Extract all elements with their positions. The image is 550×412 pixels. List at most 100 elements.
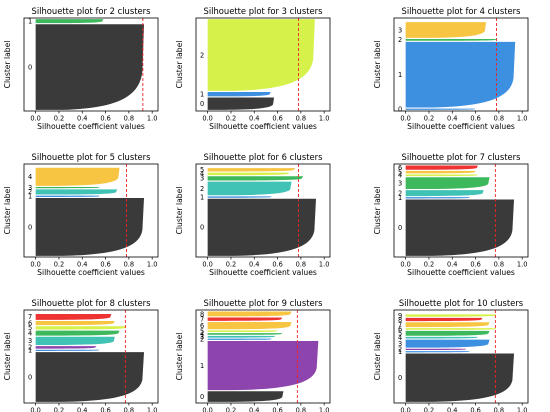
subplot-title: Silhouette plot for 3 clusters xyxy=(204,6,323,16)
x-tick-label: 0.2 xyxy=(54,115,65,123)
cluster-label: 0 xyxy=(398,224,402,232)
silhouette-band-cluster-1 xyxy=(405,41,516,108)
cluster-label: 3 xyxy=(398,340,402,348)
cluster-label: 1 xyxy=(200,90,204,98)
subplot-title: Silhouette plot for 4 clusters xyxy=(402,6,521,16)
y-axis-label: Cluster label xyxy=(373,333,382,381)
silhouette-band-cluster-3 xyxy=(405,177,490,190)
subplot-2-clusters: Silhouette plot for 2 clusters 0 1 0.0 0.2 0.… xyxy=(3,6,159,131)
cluster-label: 0 xyxy=(28,63,32,71)
x-tick-label: 0.0 xyxy=(202,261,213,269)
x-axis-label: Silhouette coefficient values xyxy=(37,268,145,277)
silhouette-band-cluster-5 xyxy=(207,330,278,333)
y-axis-label: Cluster label xyxy=(175,187,184,235)
silhouette-band-cluster-2 xyxy=(207,19,315,91)
x-tick-label: 0.2 xyxy=(226,407,237,412)
x-tick-label: 0.0 xyxy=(400,115,411,123)
x-tick-label: 0.0 xyxy=(30,407,41,412)
x-tick-label: 0.0 xyxy=(30,115,41,123)
subplot-title: Silhouette plot for 8 clusters xyxy=(32,298,151,308)
cluster-label: 4 xyxy=(28,329,32,337)
cluster-label: 5 xyxy=(398,168,402,176)
cluster-label: 5 xyxy=(200,328,204,336)
axes-frame xyxy=(393,309,529,404)
cluster-label: 9 xyxy=(398,312,402,320)
silhouette-band-cluster-0 xyxy=(207,391,284,402)
x-tick-label: 0.8 xyxy=(296,115,307,123)
subplot-title: Silhouette plot for 9 clusters xyxy=(204,298,323,308)
axes-frame xyxy=(195,17,331,112)
cluster-label: 7 xyxy=(28,313,32,321)
silhouette-band-cluster-2 xyxy=(207,338,272,340)
silhouette-band-cluster-2 xyxy=(207,181,292,196)
x-tick-label: 0.6 xyxy=(272,261,283,269)
y-axis-label: Cluster label xyxy=(373,187,382,235)
cluster-label: 1 xyxy=(398,71,402,79)
subplot-6-clusters: Silhouette plot for 6 clusters 0 12 345 0.0 0… xyxy=(175,152,331,277)
x-tick-label: 1.0 xyxy=(147,115,158,123)
x-tick-label: 0.4 xyxy=(447,261,458,269)
x-tick-label: 0.4 xyxy=(447,115,458,123)
x-tick-label: 0.8 xyxy=(494,407,505,412)
x-tick-label: 0.6 xyxy=(272,407,283,412)
cluster-label: 0 xyxy=(200,224,204,232)
subplot-3-clusters: Silhouette plot for 3 clusters 0 1 2 0.0 0.2 0… xyxy=(175,6,331,131)
silhouette-band-cluster-8 xyxy=(405,317,483,322)
cluster-label: 4 xyxy=(398,334,402,342)
cluster-label: 1 xyxy=(398,348,402,356)
cluster-label: 1 xyxy=(200,193,204,201)
x-tick-label: 0.0 xyxy=(30,261,41,269)
cluster-label: 5 xyxy=(398,330,402,338)
silhouette-band-cluster-1 xyxy=(207,91,271,97)
cluster-label: 6 xyxy=(398,325,402,333)
silhouette-band-cluster-4 xyxy=(35,167,120,186)
cluster-label: 4 xyxy=(200,170,204,178)
cluster-label: 7 xyxy=(398,321,402,329)
cluster-label: 1 xyxy=(398,194,402,202)
x-tick-label: 0.0 xyxy=(400,261,411,269)
silhouette-band-cluster-0 xyxy=(35,198,145,256)
x-axis-label: Silhouette coefficient values xyxy=(209,268,317,277)
x-tick-label: 1.0 xyxy=(517,261,528,269)
cluster-label: 0 xyxy=(28,373,32,381)
cluster-label: 2 xyxy=(200,51,204,59)
silhouette-band-cluster-1 xyxy=(405,197,470,199)
x-tick-label: 0.4 xyxy=(447,407,458,412)
cluster-label: 0 xyxy=(200,393,204,401)
x-tick-label: 1.0 xyxy=(517,407,528,412)
x-tick-label: 0.2 xyxy=(226,261,237,269)
x-tick-label: 0.6 xyxy=(100,261,111,269)
x-tick-label: 1.0 xyxy=(517,115,528,123)
x-tick-label: 0.6 xyxy=(100,407,111,412)
x-axis-label: Silhouette coefficient values xyxy=(209,122,317,131)
subplot-4-clusters: Silhouette plot for 4 clusters 0 1 2 3 0.0 0.2… xyxy=(373,6,529,131)
x-axis-label: Silhouette coefficient values xyxy=(37,122,145,131)
x-tick-label: 0.4 xyxy=(249,115,260,123)
subplot-5-clusters: Silhouette plot for 5 clusters 0 123 4 0.0 0.… xyxy=(3,152,159,277)
silhouette-band-cluster-7 xyxy=(35,314,112,320)
axes-frame xyxy=(23,17,159,112)
x-tick-label: 0.6 xyxy=(470,261,481,269)
x-tick-label: 0.4 xyxy=(249,407,260,412)
x-tick-label: 0.4 xyxy=(77,407,88,412)
silhouette-band-cluster-3 xyxy=(207,335,276,338)
x-tick-label: 0.2 xyxy=(424,115,435,123)
x-tick-label: 0.4 xyxy=(249,261,260,269)
silhouette-band-cluster-0 xyxy=(405,108,476,110)
silhouette-band-cluster-1 xyxy=(35,19,104,24)
axes-frame xyxy=(195,163,331,258)
silhouette-band-cluster-1 xyxy=(35,349,100,351)
x-tick-label: 0.8 xyxy=(296,261,307,269)
x-tick-label: 0.8 xyxy=(296,407,307,412)
cluster-label: 0 xyxy=(28,223,32,231)
cluster-label: 4 xyxy=(398,172,402,180)
x-tick-label: 0.4 xyxy=(77,115,88,123)
silhouette-band-cluster-4 xyxy=(207,333,283,335)
x-tick-label: 1.0 xyxy=(147,407,158,412)
subplot-title: Silhouette plot for 5 clusters xyxy=(32,152,151,162)
silhouette-band-cluster-5 xyxy=(35,326,127,330)
x-tick-label: 0.0 xyxy=(202,115,213,123)
x-tick-label: 0.2 xyxy=(424,261,435,269)
